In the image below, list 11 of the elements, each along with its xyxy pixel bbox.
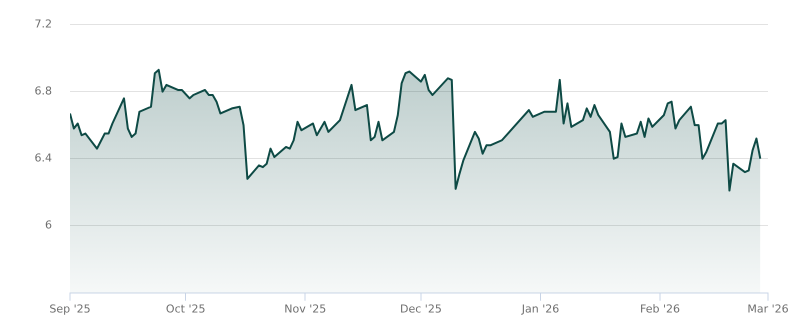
y-tick-label: 7.2 xyxy=(34,17,52,30)
x-tick-label: Feb '26 xyxy=(640,302,680,316)
y-tick-label: 6.8 xyxy=(34,84,52,98)
y-tick-label: 6.4 xyxy=(34,152,52,165)
x-tick-label: Nov '25 xyxy=(284,302,326,316)
x-tick-label: Mar '26 xyxy=(747,302,789,316)
x-tick-label: Jan '26 xyxy=(520,302,560,316)
x-tick-label: Oct '25 xyxy=(166,302,206,316)
y-tick-label: 6 xyxy=(45,218,52,232)
x-tick-label: Dec '25 xyxy=(400,302,442,316)
x-tick-label: Sep '25 xyxy=(49,302,91,316)
